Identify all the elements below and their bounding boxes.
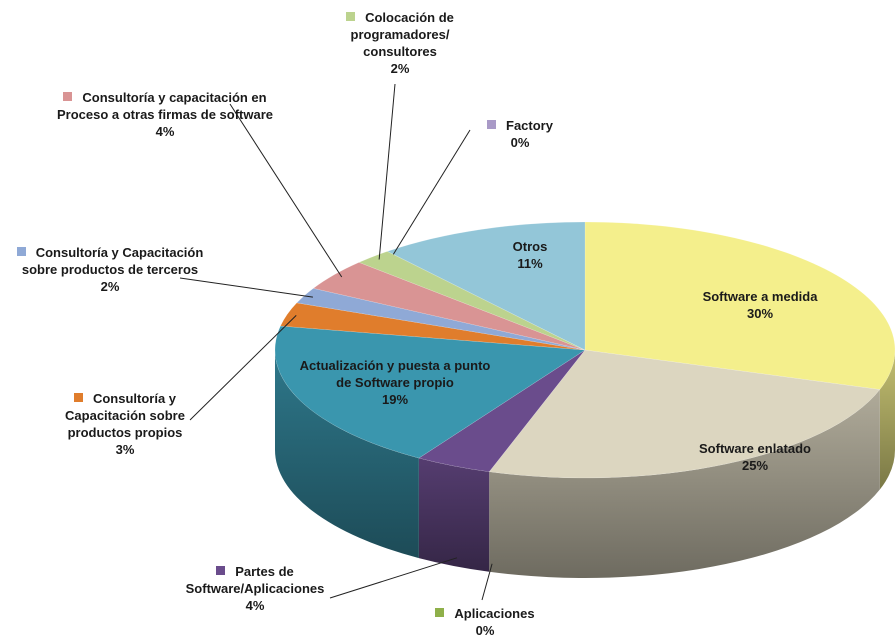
leader-line [229,103,343,278]
legend-swatch [346,12,356,21]
category-name: Consultoría y Capacitación sobre product… [10,244,210,278]
category-name: Consultoría y Capacitación sobre product… [45,390,205,441]
pie-side [275,350,419,559]
pie-slice [280,302,586,351]
leader-line [378,83,396,260]
pie-slice [274,325,586,459]
value-label: 4% [245,598,265,613]
pie-side [489,389,880,578]
pie-slice [386,221,586,351]
legend-swatch [16,247,26,256]
category-text: Partes de Software/Aplicaciones [185,564,325,596]
value-label: 19% [381,392,409,407]
category-name: Colocación de programadores/ consultores [330,9,470,60]
category-text: Consultoría y Capacitación sobre product… [21,245,204,277]
category-name: Software a medida [680,288,840,305]
legend-swatch [435,608,445,617]
slice-label: Factory 0% [475,117,565,151]
leader-line [481,563,493,601]
category-text: Consultoría y Capacitación sobre product… [65,391,185,440]
slice-label: Otros 11% [490,238,570,272]
category-text: Factory [506,118,553,133]
value-label: 25% [741,458,769,473]
value-label: 0% [475,623,495,638]
slice-label: Software a medida 30% [680,288,840,322]
legend-swatch [73,393,83,402]
category-text: Colocación de programadores/ consultores [350,10,454,59]
pie-slice [489,349,586,472]
legend-swatch [487,120,497,129]
leader-line [179,277,313,298]
leader-line [329,557,458,599]
category-text: Software enlatado [699,441,811,456]
category-text: Software a medida [702,289,818,304]
category-text: Aplicaciones [454,606,535,621]
value-label: 0% [510,135,530,150]
value-label: 4% [155,124,175,139]
slice-label: Consultoría y Capacitación sobre product… [45,390,205,458]
leader-line [392,129,471,255]
slice-label: Consultoría y capacitación en Proceso a … [50,89,280,140]
value-label: 2% [390,61,410,76]
category-name: Factory [475,117,565,134]
value-label: 3% [115,442,135,457]
pie-side [879,350,895,490]
pie-slice [488,349,881,479]
category-text: Consultoría y capacitación en Proceso a … [56,90,274,122]
pie-slice [584,221,895,390]
category-name: Partes de Software/Aplicaciones [155,563,355,597]
slice-label: Actualización y puesta a punto de Softwa… [295,357,495,408]
value-label: 30% [746,306,774,321]
category-name: Consultoría y capacitación en Proceso a … [50,89,280,123]
slice-label: Colocación de programadores/ consultores… [330,9,470,77]
category-name: Software enlatado [675,440,835,457]
pie-side [418,458,490,572]
legend-swatch [216,566,226,575]
category-name: Actualización y puesta a punto de Softwa… [295,357,495,391]
category-name: Aplicaciones [410,605,560,622]
category-text: Otros [512,239,548,254]
category-name: Otros [490,238,570,255]
pie-slice [312,262,586,351]
slice-label: Aplicaciones 0% [410,605,560,639]
slice-label: Partes de Software/Aplicaciones 4% [155,563,355,614]
pie-slice [358,251,586,351]
pie-slice [418,349,586,473]
value-label: 2% [100,279,120,294]
slice-label: Consultoría y Capacitación sobre product… [10,244,210,295]
legend-swatch [63,92,73,101]
value-label: 11% [517,256,543,271]
slice-label: Software enlatado 25% [675,440,835,474]
leader-line [189,315,297,421]
category-text: Actualización y puesta a punto de Softwa… [299,358,491,390]
